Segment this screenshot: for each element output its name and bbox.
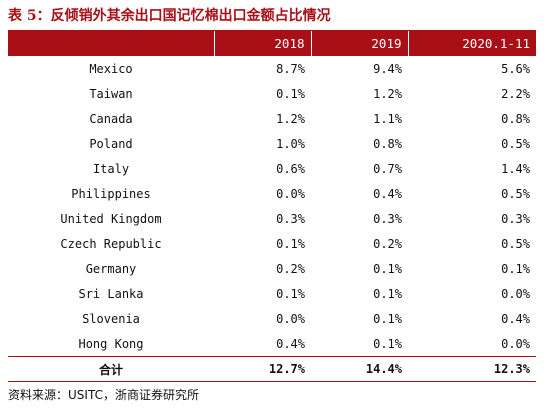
total-value-cell: 14.4% <box>311 356 408 382</box>
country-cell: Hong Kong <box>78 336 144 351</box>
table-header: 2018 2019 2020.1-11 <box>8 31 536 56</box>
value-2020-cell: 0.4% <box>501 311 530 326</box>
country-cell: Poland <box>89 136 133 151</box>
table-row: Mexico 8.7% 9.4% 5.6% <box>8 56 536 81</box>
country-cell: Italy <box>92 161 130 176</box>
country-cell: Czech Republic <box>60 236 162 251</box>
value-2019-cell: 1.1% <box>373 111 402 126</box>
value-2019-cell: 0.1% <box>373 286 402 301</box>
header-cell-2020: 2020.1-11 <box>407 31 536 56</box>
table-row: Germany 0.2% 0.1% 0.1% <box>8 256 536 281</box>
country-cell: Germany <box>85 261 137 276</box>
value-2019-cell: 0.3% <box>373 211 402 226</box>
value-2018-cell: 0.4% <box>276 336 305 351</box>
table-row: Slovenia 0.0% 0.1% 0.4% <box>8 306 536 331</box>
table-row: Poland 1.0% 0.8% 0.5% <box>8 131 536 156</box>
value-2020-cell: 0.1% <box>501 261 530 276</box>
value-2020-cell: 0.8% <box>501 111 530 126</box>
value-2018-cell: 0.6% <box>276 161 305 176</box>
country-cell: Slovenia <box>82 311 140 326</box>
table-row: Hong Kong 0.4% 0.1% 0.0% <box>8 331 536 357</box>
source-note: 资料来源：USITC，浙商证券研究所 <box>8 388 199 402</box>
value-2019-cell: 0.8% <box>373 136 402 151</box>
value-2019-cell: 0.7% <box>373 161 402 176</box>
table-row: Czech Republic 0.1% 0.2% 0.5% <box>8 231 536 256</box>
table-body: Mexico 8.7% 9.4% 5.6% Taiwan 0.1% 1.2% 2.2% Cana… <box>8 56 536 382</box>
country-cell: Taiwan <box>89 86 133 101</box>
country-cell: Canada <box>89 111 133 126</box>
table-row: Sri Lanka 0.1% 0.1% 0.0% <box>8 281 536 306</box>
value-2018-cell: 0.3% <box>276 211 305 226</box>
header-cell-country <box>8 31 214 56</box>
value-2018-cell: 0.0% <box>276 186 305 201</box>
value-2018-cell: 1.0% <box>276 136 305 151</box>
value-2019-cell: 0.4% <box>373 186 402 201</box>
value-2018-cell: 0.2% <box>276 261 305 276</box>
value-2020-cell: 0.5% <box>501 136 530 151</box>
value-2020-cell: 5.6% <box>501 61 530 76</box>
table-title: 表 5：反倾销外其余出口国记忆棉出口金额占比情况 <box>8 8 331 24</box>
total-value-cell: 12.7% <box>214 356 311 382</box>
value-2019-cell: 0.1% <box>373 336 402 351</box>
table-row: United Kingdom 0.3% 0.3% 0.3% <box>8 206 536 231</box>
value-2018-cell: 0.1% <box>276 86 305 101</box>
total-row: 合计 12.7% 14.4% 12.3% <box>8 356 536 382</box>
value-2019-cell: 0.2% <box>373 236 402 251</box>
total-value-cell: 12.3% <box>408 356 536 382</box>
header-cell-2018: 2018 <box>213 31 311 56</box>
country-cell: Philippines <box>71 186 151 201</box>
header-cell-2019: 2019 <box>310 31 408 56</box>
table-row: Italy 0.6% 0.7% 1.4% <box>8 156 536 181</box>
data-table: 2018 2019 2020.1-11 Mexico 8.7% 9.4% 5.6% Ta… <box>8 31 536 382</box>
country-cell: United Kingdom <box>60 211 162 226</box>
value-2019-cell: 0.1% <box>373 311 402 326</box>
value-2020-cell: 2.2% <box>501 86 530 101</box>
country-cell: Mexico <box>89 61 133 76</box>
value-2020-cell: 0.5% <box>501 236 530 251</box>
value-2019-cell: 9.4% <box>373 61 402 76</box>
value-2020-cell: 0.5% <box>501 186 530 201</box>
table-row: Taiwan 0.1% 1.2% 2.2% <box>8 81 536 106</box>
value-2019-cell: 1.2% <box>373 86 402 101</box>
country-cell: Sri Lanka <box>78 286 144 301</box>
table-row: Canada 1.2% 1.1% 0.8% <box>8 106 536 131</box>
value-2018-cell: 0.1% <box>276 236 305 251</box>
value-2018-cell: 1.2% <box>276 111 305 126</box>
value-2019-cell: 0.1% <box>373 261 402 276</box>
value-2018-cell: 8.7% <box>276 61 305 76</box>
value-2020-cell: 0.0% <box>501 286 530 301</box>
table-row: Philippines 0.0% 0.4% 0.5% <box>8 181 536 206</box>
header-row: 2018 2019 2020.1-11 <box>8 31 536 56</box>
value-2018-cell: 0.1% <box>276 286 305 301</box>
value-2020-cell: 0.0% <box>501 336 530 351</box>
value-2018-cell: 0.0% <box>276 311 305 326</box>
value-2020-cell: 0.3% <box>501 211 530 226</box>
value-2020-cell: 1.4% <box>501 161 530 176</box>
total-label: 合计 <box>8 356 214 382</box>
